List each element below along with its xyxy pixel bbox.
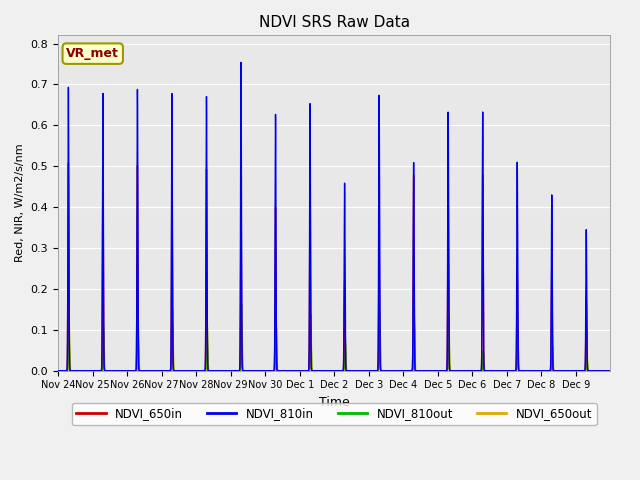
Y-axis label: Red, NIR, W/m2/s/nm: Red, NIR, W/m2/s/nm (15, 144, 25, 263)
X-axis label: Time: Time (319, 396, 349, 409)
Legend: NDVI_650in, NDVI_810in, NDVI_810out, NDVI_650out: NDVI_650in, NDVI_810in, NDVI_810out, NDV… (72, 403, 596, 425)
Text: VR_met: VR_met (67, 47, 119, 60)
Title: NDVI SRS Raw Data: NDVI SRS Raw Data (259, 15, 410, 30)
